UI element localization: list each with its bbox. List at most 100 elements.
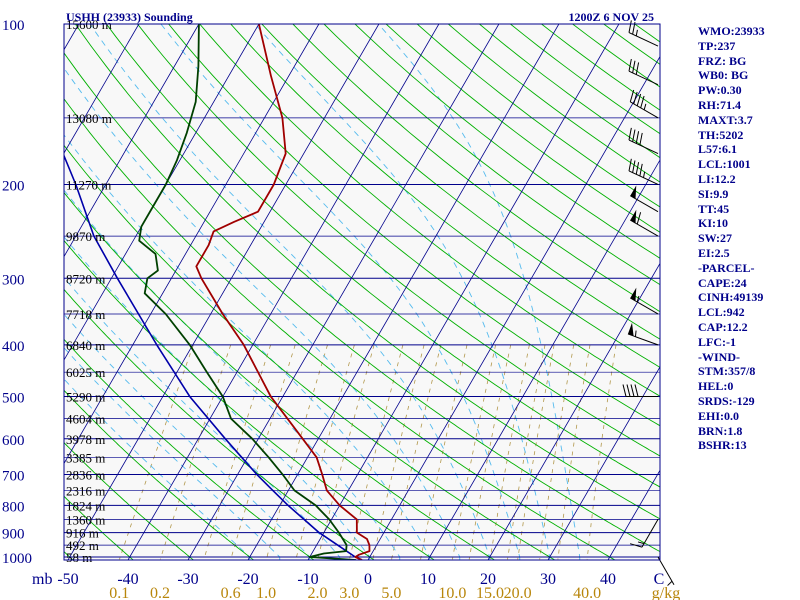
wind-barb-half-flag	[636, 295, 640, 303]
pressure-tick-label: 900	[2, 527, 25, 543]
pressure-tick-label: 800	[2, 499, 25, 515]
wind-barb-flag	[632, 129, 636, 142]
pressure-tick-label: 300	[2, 272, 25, 288]
height-label: 6025 m	[66, 365, 105, 380]
wind-barb-flag	[639, 163, 643, 177]
sounding-index: CINH:49139	[698, 290, 764, 305]
pressure-tick-label: 700	[2, 468, 25, 484]
mixing-ratio-line	[507, 344, 546, 560]
wind-barb-staff	[630, 101, 659, 119]
wind-barb	[628, 127, 659, 154]
isotherm	[67, 24, 380, 560]
mixing-ratio-line	[517, 344, 555, 560]
mixing-ratio-line	[159, 344, 232, 560]
wind-barb	[628, 58, 659, 86]
sounding-index: MAXT:3.7	[698, 112, 753, 127]
chart-date: 1200Z 6 NOV 25	[569, 10, 654, 24]
wind-barb	[629, 519, 659, 548]
wind-barb	[629, 89, 659, 119]
wind-barb-flag	[635, 62, 640, 75]
isotherm	[247, 24, 560, 560]
wind-barb	[628, 158, 659, 185]
dry-adiabat	[64, 144, 555, 560]
height-label: 6840 m	[66, 338, 105, 353]
dry-adiabat	[64, 191, 495, 560]
temperature-tick-label: -30	[177, 571, 198, 588]
wind-barb-flag	[636, 93, 642, 106]
sounding-index: TP:237	[698, 38, 736, 53]
isotherm	[367, 55, 660, 560]
wind-barb-pennant	[630, 287, 637, 301]
wind-barb	[630, 185, 659, 213]
wind-barb-flag	[632, 60, 636, 73]
chart-title: USHH (23933) Sounding	[66, 10, 193, 24]
temperature-tick-label: -10	[297, 571, 318, 588]
mixing-ratio-tick-label: 10.0	[438, 585, 466, 600]
sounding-index: -WIND-	[698, 349, 740, 364]
mixing-ratio-line	[372, 344, 425, 560]
dewpoint-trace	[138, 24, 357, 560]
height-label: 8720 m	[66, 271, 105, 286]
mixing-ratio-tick-label: 2.0	[308, 585, 328, 600]
wind-barb-flag	[635, 162, 640, 175]
moist-adiabat	[89, 24, 491, 560]
mixing-ratio-tick-label: 5.0	[381, 585, 401, 600]
mixing-ratio-unit-label: g/kg	[652, 585, 680, 600]
isotherm	[307, 24, 620, 560]
wind-barb-flag	[630, 384, 635, 397]
height-label: 1360 m	[66, 512, 105, 527]
wind-barb-half-flag	[643, 103, 647, 110]
wind-barb-pennant	[630, 209, 637, 224]
mixing-ratio-line	[557, 344, 591, 560]
isotherm	[547, 366, 660, 560]
wind-barb-staff	[628, 32, 659, 47]
isotherm	[127, 24, 440, 560]
sounding-index: PW:0.30	[698, 83, 742, 98]
mixing-ratio-line	[586, 344, 617, 560]
moist-adiabat	[64, 236, 371, 560]
sounding-index: LFC:-1	[698, 334, 736, 349]
sounding-index: SRDS:-129	[698, 393, 755, 408]
dry-adiabat	[74, 24, 660, 520]
wind-barb	[657, 556, 675, 586]
sounding-index: CAP:12.2	[698, 319, 748, 334]
height-label: 2316 m	[66, 483, 105, 498]
wind-barb-flag	[636, 212, 642, 225]
wind-barb-flag	[633, 91, 638, 104]
dry-adiabat	[261, 24, 660, 340]
height-label: 492 m	[66, 538, 99, 553]
dry-adiabat	[64, 239, 435, 560]
wind-barb-flag	[626, 384, 631, 397]
height-label: 4604 m	[66, 412, 105, 427]
sounding-index: KI:10	[698, 216, 728, 231]
dry-adiabat	[64, 98, 616, 560]
wind-barb-half-flag	[637, 541, 645, 545]
isotherm	[487, 262, 660, 560]
sounding-index: -PARCEL-	[698, 260, 755, 275]
isotherm	[64, 24, 260, 361]
temperature-tick-label: -50	[57, 571, 78, 588]
sounding-index: FRZ: BG	[698, 53, 747, 68]
isotherm	[187, 24, 500, 560]
mixing-ratio-tick-label: 0.2	[150, 585, 170, 600]
height-label: 3978 m	[66, 432, 105, 447]
parcel-trace	[64, 153, 356, 558]
dry-adiabat	[106, 24, 660, 488]
wind-barb-flag	[622, 384, 627, 397]
wind-barb-staff	[628, 139, 659, 154]
mixing-ratio-tick-label: 0.1	[109, 585, 129, 600]
wind-barb-pennant	[630, 185, 637, 199]
sounding-index: LCL:942	[698, 305, 745, 320]
temperature-tick-label: 0	[364, 571, 372, 588]
wind-barb-flag	[629, 543, 643, 548]
wind-barb-half-flag	[635, 29, 638, 37]
height-label: 2836 m	[66, 467, 105, 482]
isotherm	[427, 159, 660, 560]
moist-adiabat	[64, 134, 431, 560]
mixing-ratio-tick-label: 15.0	[476, 585, 504, 600]
moist-adiabat	[160, 24, 521, 560]
temperature-unit-label: C	[654, 571, 665, 588]
wind-barb-flag	[635, 131, 640, 144]
wind-barb	[630, 209, 659, 237]
